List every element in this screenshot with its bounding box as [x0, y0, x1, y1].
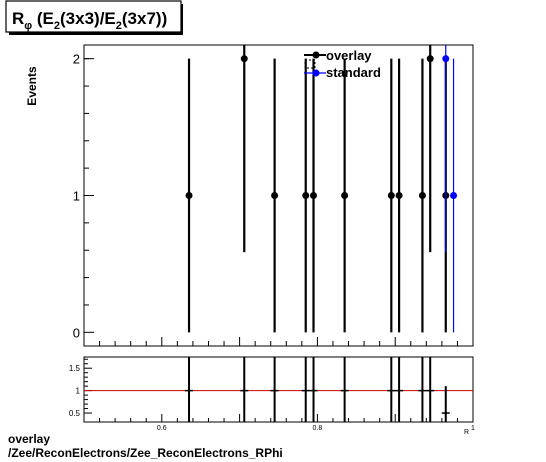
title-mid: (3x3)/E	[60, 9, 116, 28]
overlay-point	[185, 192, 193, 199]
ratio-x-tick-label: 1	[471, 425, 475, 432]
ratio-y-tick-labels: 0.5 1 1.5	[69, 364, 81, 418]
title-phi: φ	[24, 20, 32, 32]
legend-standard-label: standard	[326, 65, 381, 80]
standard-point	[450, 192, 458, 199]
overlay-point	[418, 192, 426, 199]
legend-standard-marker	[312, 69, 320, 77]
standard-point	[442, 55, 450, 63]
ratio-data-points	[185, 357, 450, 422]
main-y-tick-labels: 0 1 2	[73, 52, 80, 341]
legend-overlay-marker	[312, 51, 320, 59]
ratio-y-tick-label: 1.5	[69, 364, 81, 373]
main-y-tick-label: 1	[73, 189, 80, 204]
footer-line-1: overlay	[8, 432, 51, 446]
overlay-point	[387, 192, 395, 199]
overlay-point	[310, 192, 318, 199]
overlay-point	[395, 192, 403, 199]
main-y-tick-label: 2	[73, 52, 80, 67]
title-r: R	[12, 9, 24, 28]
ratio-y-tick-label: 0.5	[69, 409, 81, 418]
overlay-point	[271, 192, 279, 199]
title-open: (E	[32, 9, 54, 28]
ratio-x-tick-labels: 0.6 0.8 1	[157, 425, 475, 432]
ratio-y-tick-label: 1	[76, 387, 81, 396]
ratio-plot-frame	[83, 356, 474, 423]
legend-overlay-box	[304, 59, 316, 69]
ratio-x-tick-label: 0.8	[313, 425, 323, 432]
main-axis-ticks	[83, 58, 474, 346]
main-y-tick-label: 0	[73, 325, 80, 340]
footer-line-2: /Zee/ReconElectrons/Zee_ReconElectrons_R…	[8, 446, 283, 460]
ratio-x-corner-label: R	[464, 429, 469, 436]
overlay-point	[302, 192, 310, 199]
ratio-x-tick-label: 0.6	[157, 425, 167, 432]
main-data-points	[185, 45, 458, 333]
chart-title: Rφ (E2(3x3)/E2(3x7))	[12, 9, 167, 32]
overlay-point	[240, 55, 248, 63]
legend-overlay-label: overlay	[326, 48, 372, 63]
overlay-point	[341, 192, 349, 199]
ratio-axis-ticks	[83, 358, 474, 422]
legend: overlay standard	[304, 48, 381, 80]
title-sub2: 2	[116, 20, 122, 32]
overlay-point	[426, 55, 434, 63]
main-plot-frame	[83, 44, 474, 347]
title-sub1: 2	[54, 20, 60, 32]
title-box: Rφ (E2(3x3)/E2(3x7))	[5, 0, 183, 35]
title-close: (3x7))	[122, 9, 167, 28]
y-axis-label: Events	[25, 66, 39, 106]
